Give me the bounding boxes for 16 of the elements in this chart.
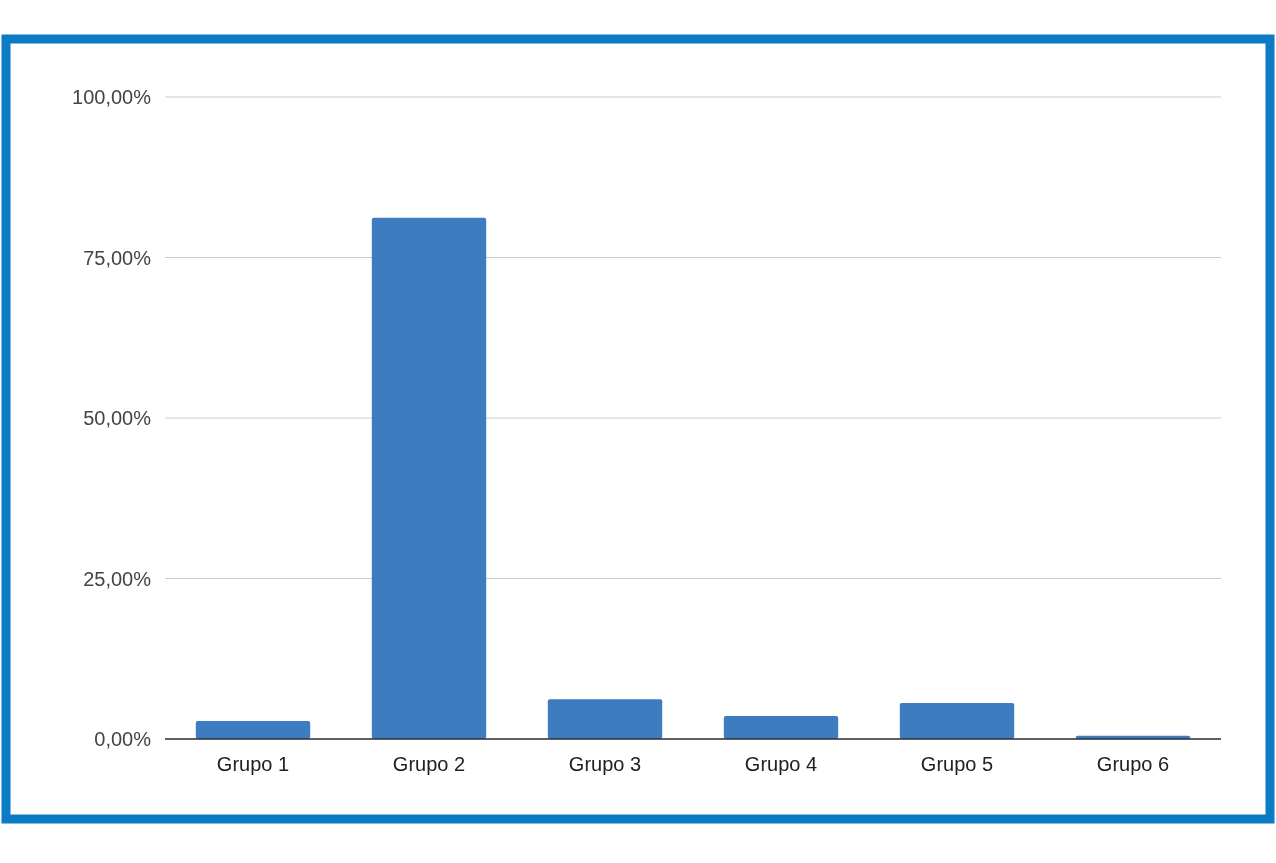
x-tick-label: Grupo 3 — [568, 753, 642, 775]
y-tick-label: 100,00% — [72, 86, 152, 108]
bar — [899, 703, 1015, 739]
x-tick-label: Grupo 2 — [392, 753, 466, 775]
bar — [723, 715, 839, 739]
y-tick-label: 50,00% — [83, 407, 152, 429]
y-tick-label: 25,00% — [83, 567, 152, 590]
bar — [195, 721, 311, 739]
x-tick-label: Grupo 4 — [744, 753, 818, 775]
x-tick-label: Grupo 6 — [1096, 753, 1170, 775]
y-tick-label: 75,00% — [83, 246, 152, 269]
bar — [371, 217, 487, 739]
y-tick-label: 0,00% — [94, 728, 152, 750]
bar — [547, 699, 663, 739]
x-tick-label: Grupo 1 — [216, 753, 290, 775]
x-tick-label: Grupo 5 — [920, 753, 994, 775]
